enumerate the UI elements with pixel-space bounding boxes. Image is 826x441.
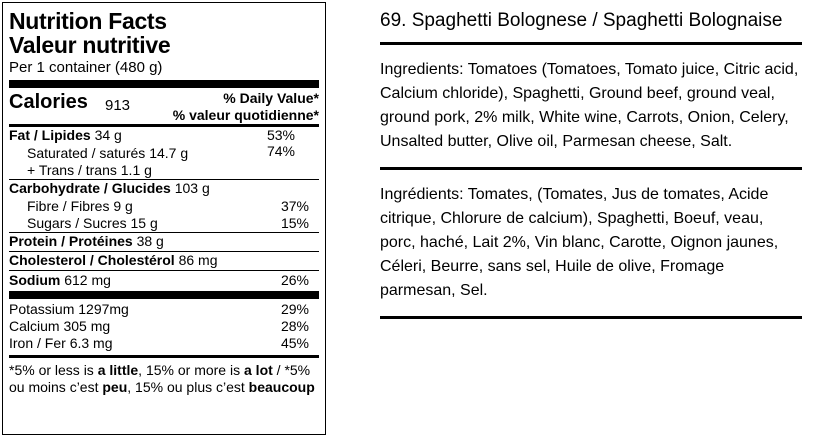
divider-thick — [9, 80, 319, 88]
footnote-text: , 15% or more is — [138, 362, 244, 378]
potassium-label: Potassium — [9, 301, 75, 317]
dv-star-2: * — [313, 107, 319, 123]
divider — [380, 167, 802, 170]
saturated-label: Saturated / saturés — [27, 145, 146, 161]
carb-label: Carbohydrate / Glucides — [9, 180, 171, 196]
nutrition-title-fr: Valeur nutritive — [9, 32, 171, 58]
footnote-bold: peu — [102, 379, 128, 395]
footnote-text: *5% or less is — [9, 362, 98, 378]
divider-medium — [9, 124, 319, 127]
sugars-amount: 15 g — [130, 215, 158, 231]
fibre-row: Fibre / Fibres 9 g 37% — [9, 198, 319, 215]
daily-value-header: % Daily Value* % valeur quotidienne* — [173, 90, 319, 124]
divider-medium — [9, 355, 319, 358]
potassium-pct: 29% — [280, 301, 309, 317]
dv-fr: % valeur quotidienne — [172, 107, 314, 123]
sodium-row: Sodium 612 mg 26% — [9, 271, 319, 291]
serving-value: 1 container (480 g) — [36, 59, 163, 76]
fat-label: Fat / Lipides — [9, 127, 91, 143]
iron-label: Iron / Fer — [9, 335, 66, 351]
divider — [9, 251, 319, 252]
serving-size: Per 1 container (480 g) — [9, 58, 319, 78]
fat-pct: 53% — [266, 127, 295, 143]
sugars-pct: 15% — [280, 215, 309, 231]
footnote-text: , 15% ou plus c’est — [127, 379, 249, 395]
saturated-row: Saturated / saturés 14.7 g 74% — [9, 143, 319, 162]
protein-amount: 38 g — [136, 233, 164, 249]
saturated-amount: 14.7 g — [149, 145, 189, 161]
divider — [380, 316, 802, 319]
sodium-label: Sodium — [9, 272, 61, 288]
sodium-pct: 26% — [280, 272, 309, 288]
trans-amount: 1.1 g — [120, 162, 152, 178]
sugars-label: Sugars / Sucres — [27, 215, 127, 231]
recipe-title: 69. Spaghetti Bolognese / Spaghetti Bolo… — [380, 10, 783, 31]
protein-label: Protein / Protéines — [9, 233, 133, 249]
carb-row: Carbohydrate / Glucides 103 g — [9, 180, 319, 198]
fat-row: Fat / Lipides 34 g 53% — [9, 127, 319, 145]
footnote-bold: a lot — [244, 362, 273, 378]
carb-amount: 103 g — [174, 180, 210, 196]
ingredients-fr: Ingrédients: Tomates, (Tomates, Jus de t… — [380, 186, 779, 299]
footnote-bold: a little — [97, 362, 139, 378]
calories-value: 913 — [105, 97, 131, 114]
trans-row: + Trans / trans 1.1 g — [9, 162, 319, 179]
divider — [380, 42, 802, 45]
sugars-row: Sugars / Sucres 15 g 15% — [9, 215, 319, 232]
per-label: Per — [9, 59, 33, 76]
iron-row: Iron / Fer 6.3 mg 45% — [9, 335, 319, 352]
footnote-bold: beaucoup — [248, 379, 315, 395]
ingredients-en: Ingredients: Tomatoes (Tomatoes, Tomato … — [380, 61, 799, 150]
dv-star-1: * — [313, 90, 319, 106]
recipe-panel: 69. Spaghetti Bolognese / Spaghetti Bolo… — [380, 6, 802, 319]
nutrition-facts-panel: Nutrition Facts Valeur nutritive Per 1 c… — [2, 2, 326, 435]
fat-amount: 34 g — [94, 127, 122, 143]
footnote-text: / *5% ou moins c’est — [9, 362, 311, 395]
divider — [9, 232, 319, 233]
calories-label: Calories — [9, 91, 88, 113]
calories-row: Calories 913 % Daily Value* % valeur quo… — [9, 88, 319, 124]
divider — [9, 270, 319, 271]
potassium-row: Potassium 1297mg 29% — [9, 301, 319, 318]
protein-row: Protein / Protéines 38 g — [9, 233, 319, 251]
trans-label: + Trans / trans — [27, 162, 117, 178]
fibre-label: Fibre / Fibres — [27, 198, 110, 214]
cholesterol-amount: 86 mg — [178, 252, 218, 268]
cholesterol-label: Cholesterol / Cholestérol — [9, 252, 175, 268]
sodium-amount: 612 mg — [64, 272, 111, 288]
cholesterol-row: Cholesterol / Cholestérol 86 mg — [9, 252, 319, 270]
calcium-label: Calcium — [9, 318, 60, 334]
calcium-pct: 28% — [280, 318, 309, 334]
iron-pct: 45% — [280, 335, 309, 351]
nutrition-title-en: Nutrition Facts — [9, 8, 167, 34]
fibre-pct: 37% — [280, 198, 309, 214]
divider-thick — [9, 291, 319, 299]
calcium-row: Calcium 305 mg 28% — [9, 318, 319, 335]
calcium-amount: 305 mg — [63, 318, 111, 334]
saturated-pct: 74% — [266, 143, 295, 159]
dv-en: % Daily Value — [223, 90, 314, 106]
footnote: *5% or less is a little, 15% or more is … — [9, 362, 319, 396]
divider — [9, 179, 319, 180]
iron-amount: 6.3 mg — [69, 335, 113, 351]
fibre-amount: 9 g — [113, 198, 133, 214]
potassium-amount: 1297mg — [78, 301, 129, 317]
